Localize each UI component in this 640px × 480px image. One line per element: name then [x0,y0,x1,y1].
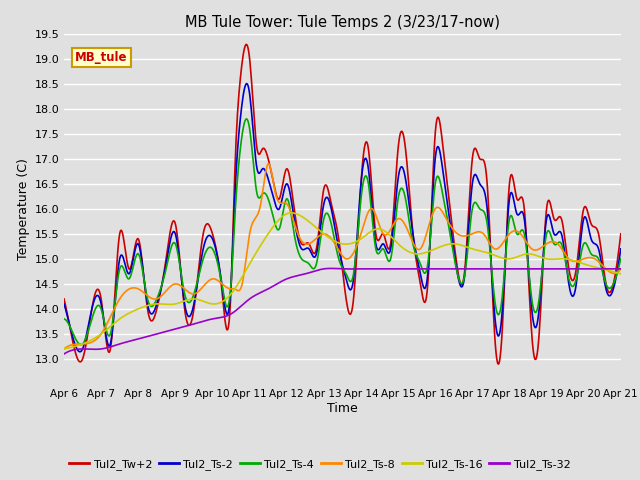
Tul2_Ts-32 [540,266,548,272]
Line: Tul2_Ts-8: Tul2_Ts-8 [64,164,621,349]
Tul2_Ts-16 [399,245,406,251]
Tul2_Ts-4 [484,225,492,230]
Tul2_Ts-2 [416,270,424,276]
Tul2_Ts-4 [243,116,250,122]
Tul2_Tw+2 [541,228,548,233]
Tul2_Ts-4 [541,242,548,248]
Tul2_Tw+2 [94,287,102,292]
Tul2_Ts-2 [95,294,102,300]
Line: Tul2_Ts-16: Tul2_Ts-16 [64,213,621,349]
Tul2_Ts-32 [415,266,423,272]
Line: Tul2_Tw+2: Tul2_Tw+2 [64,45,621,364]
Tul2_Ts-8 [264,161,272,167]
Tul2_Ts-4 [617,256,625,262]
Tul2_Ts-8 [399,218,406,224]
Tul2_Ts-16 [60,346,68,352]
Tul2_Ts-8 [94,335,102,340]
Tul2_Ts-2 [617,246,625,252]
Tul2_Ts-8 [415,247,423,252]
Tul2_Ts-2 [385,251,392,256]
Tul2_Ts-32 [483,266,491,272]
Tul2_Tw+2 [384,246,392,252]
Tul2_Tw+2 [243,42,250,48]
Tul2_Tw+2 [60,296,68,302]
Text: MB_tule: MB_tule [75,51,127,64]
Tul2_Ts-4 [60,316,68,322]
Tul2_Ts-16 [384,231,392,237]
Tul2_Ts-4 [95,302,102,308]
Title: MB Tule Tower: Tule Temps 2 (3/23/17-now): MB Tule Tower: Tule Temps 2 (3/23/17-now… [185,15,500,30]
Tul2_Ts-4 [385,258,392,264]
Tul2_Ts-2 [76,349,84,355]
Tul2_Tw+2 [399,130,406,135]
Tul2_Ts-4 [416,260,424,266]
Tul2_Tw+2 [494,361,502,367]
Tul2_Ts-32 [60,351,68,357]
Tul2_Ts-16 [287,210,295,216]
Line: Tul2_Ts-2: Tul2_Ts-2 [64,84,621,352]
Tul2_Ts-2 [541,231,548,237]
Tul2_Ts-32 [384,266,392,272]
Tul2_Tw+2 [617,231,625,237]
Tul2_Ts-2 [60,301,68,307]
Tul2_Ts-16 [415,251,423,257]
Tul2_Tw+2 [483,179,491,184]
Line: Tul2_Ts-32: Tul2_Ts-32 [64,268,621,354]
Tul2_Ts-16 [540,255,548,261]
Tul2_Tw+2 [415,276,423,281]
Tul2_Ts-4 [77,342,84,348]
Tul2_Ts-32 [617,266,625,272]
Tul2_Ts-2 [484,212,492,217]
Tul2_Ts-32 [94,347,102,352]
Tul2_Ts-2 [399,167,407,172]
Tul2_Ts-8 [384,230,392,236]
Tul2_Ts-8 [617,266,625,272]
Line: Tul2_Ts-4: Tul2_Ts-4 [64,119,621,345]
Tul2_Ts-16 [617,271,625,277]
Y-axis label: Temperature (C): Temperature (C) [17,158,30,260]
Tul2_Ts-8 [60,346,68,352]
Tul2_Ts-16 [483,250,491,255]
X-axis label: Time: Time [327,402,358,415]
Legend: Tul2_Tw+2, Tul2_Ts-2, Tul2_Ts-4, Tul2_Ts-8, Tul2_Ts-16, Tul2_Ts-32: Tul2_Tw+2, Tul2_Ts-2, Tul2_Ts-4, Tul2_Ts… [65,455,575,474]
Tul2_Ts-8 [483,236,491,241]
Tul2_Ts-4 [399,188,407,193]
Tul2_Ts-8 [540,243,548,249]
Tul2_Ts-32 [399,266,406,272]
Tul2_Ts-2 [243,81,250,86]
Tul2_Ts-16 [94,333,102,339]
Tul2_Ts-32 [327,265,335,271]
